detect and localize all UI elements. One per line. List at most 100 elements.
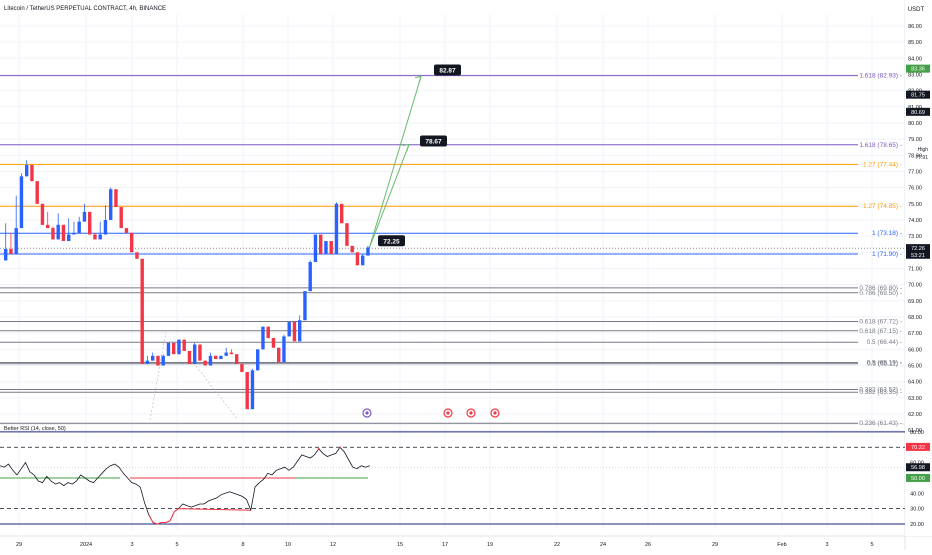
fib-label: 0.786 (69.50) - xyxy=(859,290,902,297)
candle-body xyxy=(335,204,338,254)
candle-body xyxy=(356,252,359,265)
price-tick: 76.00 xyxy=(908,186,922,192)
price-tick: 62.00 xyxy=(908,412,922,418)
candle-body xyxy=(219,356,222,359)
candle-body xyxy=(114,189,117,207)
rsi-panel xyxy=(0,432,905,524)
candle-body xyxy=(183,340,186,351)
fib-label: 0.5 (65.11) - xyxy=(867,361,902,368)
candle xyxy=(41,204,44,225)
guide-line xyxy=(196,366,238,420)
price-tick: 67.00 xyxy=(908,331,922,337)
candle-body xyxy=(162,356,165,366)
price-badge-text: 80.69 xyxy=(911,110,925,116)
candle xyxy=(177,340,180,355)
candle xyxy=(319,235,322,254)
candle xyxy=(261,327,264,350)
candle xyxy=(314,235,317,262)
candle-body xyxy=(57,225,60,240)
candle-body xyxy=(135,252,138,258)
candle-body xyxy=(62,225,65,241)
price-tick: 85.00 xyxy=(908,40,922,46)
candle xyxy=(172,343,175,354)
candle-body xyxy=(67,235,70,241)
candle xyxy=(4,223,7,260)
candle-body xyxy=(277,348,280,363)
candle xyxy=(130,233,133,252)
candle xyxy=(25,160,28,176)
target-value: 82.87 xyxy=(439,68,456,75)
time-tick: 29 xyxy=(16,542,22,548)
price-tick: 63.00 xyxy=(908,396,922,402)
candle-body xyxy=(146,361,149,364)
fib-label: 1.27 (77.44) - xyxy=(863,161,902,168)
candle xyxy=(78,217,81,233)
candle-body xyxy=(225,353,228,356)
candle-body xyxy=(83,212,86,222)
fib-label: 0.236 (61.43) - xyxy=(859,420,902,427)
candle-body xyxy=(345,223,348,246)
time-tick: 15 xyxy=(397,542,403,548)
fib-label: 1 (73.18) - xyxy=(872,230,902,237)
arrow-head xyxy=(403,144,409,150)
candle-body xyxy=(167,343,170,356)
candle-body xyxy=(324,241,327,254)
time-tick: 3 xyxy=(130,542,133,548)
candle-body xyxy=(303,291,306,320)
arrow-head xyxy=(415,77,421,83)
candle xyxy=(303,291,306,320)
target-value: 78.67 xyxy=(425,138,442,145)
candle-body xyxy=(193,344,196,363)
price-tick: 79.00 xyxy=(908,137,922,143)
candle xyxy=(324,241,327,254)
candle-body xyxy=(46,225,49,228)
candle-body xyxy=(267,327,270,338)
time-tick: 24 xyxy=(600,542,606,548)
candle xyxy=(214,356,217,359)
fib-label: 1.27 (74.85) - xyxy=(863,203,902,210)
candle-body xyxy=(340,204,343,223)
candle xyxy=(293,322,296,341)
price-tick: 65.00 xyxy=(908,364,922,370)
candle xyxy=(15,196,18,254)
candle xyxy=(109,188,112,220)
time-tick: Feb xyxy=(777,542,786,548)
fib-levels: 1.618 (82.93) -1.618 (78.65) -1.27 (77.4… xyxy=(0,73,905,428)
candle-body xyxy=(130,233,133,252)
price-tick: 86.00 xyxy=(908,24,922,30)
price-tick: 77.00 xyxy=(908,169,922,175)
price-badge-text: 53:21 xyxy=(911,253,925,259)
time-tick: 19 xyxy=(487,542,493,548)
candle xyxy=(141,259,144,364)
time-tick: 22 xyxy=(554,542,560,548)
candle-body xyxy=(351,246,354,252)
candle xyxy=(209,353,212,366)
rsi-badge-text: 70.22 xyxy=(911,445,925,451)
time-tick: 12 xyxy=(330,542,336,548)
candle xyxy=(356,252,359,265)
time-tick: 10 xyxy=(285,542,291,548)
candle-body xyxy=(261,327,264,350)
high-value: 77.91 xyxy=(915,155,928,161)
currency-label: USDT xyxy=(908,7,925,13)
price-tick: 66.00 xyxy=(908,347,922,353)
candle-body xyxy=(51,228,54,239)
candle-body xyxy=(30,165,33,181)
candle-body xyxy=(93,235,96,240)
price-tick: 70.00 xyxy=(908,283,922,289)
fib-label: 0.5 (66.44) - xyxy=(867,339,902,346)
projection-arrow xyxy=(369,144,409,248)
candle-body xyxy=(209,356,212,366)
candle-body xyxy=(99,235,102,240)
fib-label: 1.618 (82.93) - xyxy=(859,73,902,80)
candle-body xyxy=(230,353,233,355)
rsi-tick: 80.00 xyxy=(910,430,924,436)
candle xyxy=(162,354,165,365)
candle-body xyxy=(88,212,91,235)
candle xyxy=(246,372,249,409)
candle-body xyxy=(198,344,201,360)
high-title: High xyxy=(918,147,929,153)
candle xyxy=(272,338,275,348)
